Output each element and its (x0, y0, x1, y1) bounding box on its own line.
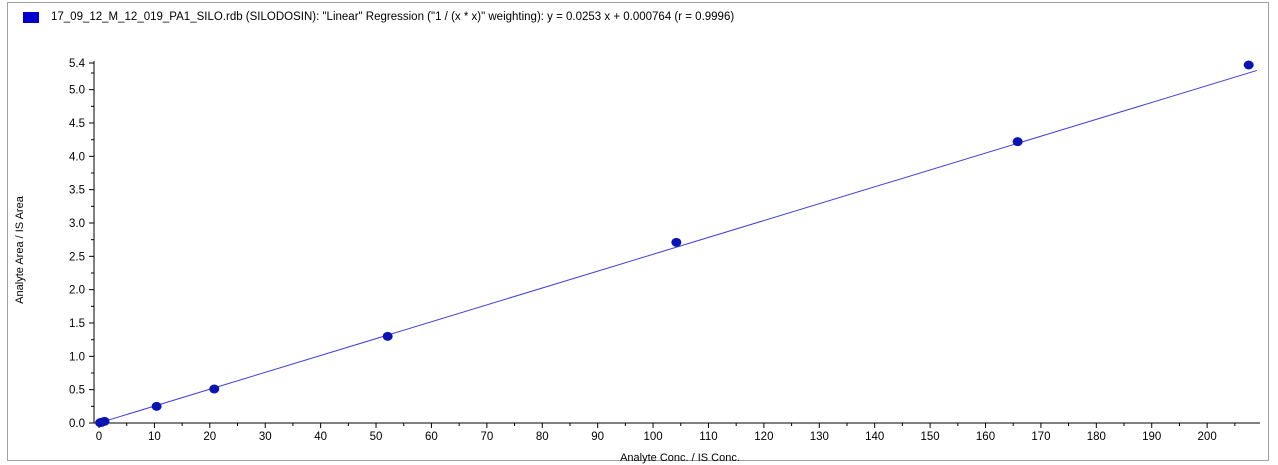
x-tick-label: 160 (976, 431, 995, 443)
x-tick-label: 60 (425, 431, 438, 443)
x-tick-label: 130 (810, 431, 829, 443)
y-tick-label: 4.0 (69, 151, 85, 163)
x-tick-label: 100 (643, 431, 662, 443)
x-tick-label: 110 (699, 431, 717, 443)
x-tick-label: 190 (1142, 431, 1161, 443)
y-axis-label: Analyte Area / IS Area (14, 195, 26, 304)
x-tick-label: 150 (921, 431, 940, 443)
x-tick-label: 0 (96, 431, 102, 443)
y-tick-label: 1.0 (69, 351, 85, 363)
y-tick-label: 5.4 (69, 58, 86, 70)
x-tick-label: 180 (1087, 431, 1106, 443)
y-tick-label: 1.5 (69, 318, 85, 330)
y-tick-label: 3.5 (69, 185, 85, 197)
x-tick-label: 70 (480, 431, 493, 443)
legend-swatch (23, 11, 39, 23)
data-point (151, 401, 162, 411)
x-tick-label: 50 (370, 431, 383, 443)
data-point (1012, 137, 1023, 147)
data-points (95, 60, 1254, 428)
legend-text: 17_09_12_M_12_019_PA1_SILO.rdb (SILODOSI… (51, 11, 735, 23)
y-tick-label: 0.0 (69, 418, 85, 430)
x-tick-label: 30 (259, 431, 272, 443)
x-tick-label: 80 (536, 431, 549, 443)
x-tick-label: 90 (591, 431, 604, 443)
data-point (99, 416, 110, 426)
x-tick-label: 10 (148, 431, 161, 443)
chart-frame (7, 2, 1269, 461)
x-tick-label: 140 (865, 431, 884, 443)
x-tick-label: 170 (1031, 431, 1050, 443)
legend: 17_09_12_M_12_019_PA1_SILO.rdb (SILODOSI… (23, 9, 734, 25)
data-point (1243, 60, 1254, 70)
data-point (671, 237, 682, 247)
y-tick-label: 4.5 (69, 118, 85, 130)
y-tick-label: 2.5 (69, 251, 85, 263)
x-axis-label: Analyte Conc. / IS Conc. (620, 452, 740, 464)
y-tick-label: 5.0 (69, 85, 85, 97)
x-tick-label: 20 (203, 431, 216, 443)
data-point (209, 384, 220, 394)
regression-line (98, 69, 1258, 424)
x-tick-label: 40 (314, 431, 327, 443)
regression-line-layer (98, 69, 1258, 424)
y-tick-label: 3.0 (69, 218, 85, 230)
x-tick-label: 200 (1198, 431, 1217, 443)
x-tick-label: 120 (754, 431, 773, 443)
y-tick-label: 0.5 (69, 385, 85, 397)
axes: 0 10 20 30 40 50 60 70 80 90 100 110 120 130 140 150 160… (69, 58, 1260, 443)
y-tick-label: 2.0 (69, 285, 85, 297)
data-point (382, 331, 393, 341)
